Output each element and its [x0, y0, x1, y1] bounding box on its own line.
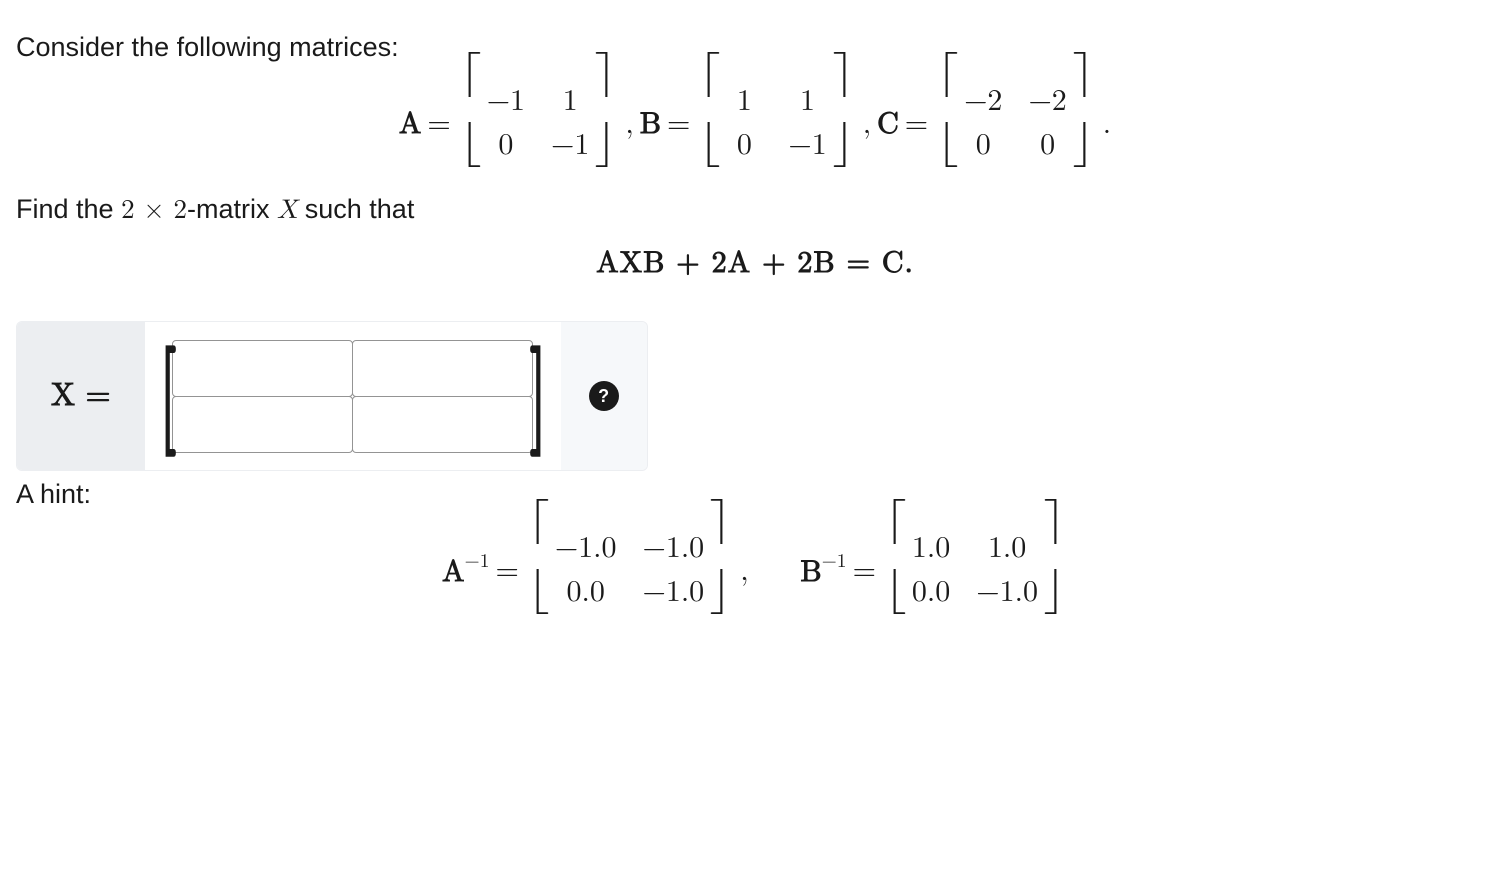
equals-sign: = — [905, 106, 928, 142]
equals-sign: = — [427, 106, 450, 142]
matrix-c: ⎡⎣ −2 −2 0 0 ⎤⎦ — [936, 81, 1095, 166]
answer-cell-1-1[interactable] — [352, 396, 533, 453]
right-bracket-icon: ] — [529, 350, 546, 442]
left-bracket-icon: [ — [159, 350, 176, 442]
matrix-binv-cell: 1.0 — [912, 530, 950, 568]
matrix-ainv-label: A — [442, 557, 465, 587]
answer-region: X = [ ] ? — [16, 321, 648, 471]
matrix-c-cell: −2 — [1028, 83, 1066, 121]
matrix-binv-label: B — [800, 557, 821, 587]
find-text: Find the 2 × 2-matrix X such that — [16, 194, 1494, 227]
matrix-a-cell: 1 — [551, 83, 589, 121]
matrix-c-cell: −2 — [964, 83, 1002, 121]
matrix-ainv: ⎡⎣ −1.0 −1.0 0.0 −1.0 ⎤⎦ — [527, 528, 732, 613]
comma: , — [740, 553, 748, 589]
matrix-c-cell: 0 — [964, 127, 1002, 165]
matrix-binv-exp: −1 — [822, 551, 847, 571]
comma: , — [625, 106, 633, 142]
matrix-ainv-cell: −1.0 — [643, 530, 705, 568]
answer-cell-0-0[interactable] — [172, 340, 353, 397]
answer-matrix: [ ] — [145, 322, 561, 470]
matrix-ainv-cell: 0.0 — [555, 574, 617, 612]
matrix-binv-cell: 1.0 — [976, 530, 1038, 568]
matrix-b-cell: −1 — [788, 127, 826, 165]
hint-button[interactable]: ? — [589, 381, 619, 411]
matrix-b-cell: 1 — [788, 83, 826, 121]
trailing-period: . — [1103, 106, 1111, 142]
matrix-ainv-cell: −1.0 — [643, 574, 705, 612]
matrix-b-label: B — [640, 106, 661, 142]
equals-sign: = — [667, 106, 690, 142]
matrix-ainv-cell: −1.0 — [555, 530, 617, 568]
answer-cell-0-1[interactable] — [352, 340, 533, 397]
matrix-binv-cell: −1.0 — [976, 574, 1038, 612]
matrix-a-cell: 0 — [487, 127, 525, 165]
hint-matrices: A−1 = ⎡⎣ −1.0 −1.0 0.0 −1.0 ⎤⎦ , B−1 = ⎡… — [16, 528, 1494, 613]
answer-label: X = — [17, 322, 145, 470]
equals-sign: = — [495, 553, 518, 589]
matrix-binv: ⎡⎣ 1.0 1.0 0.0 −1.0 ⎤⎦ — [884, 528, 1066, 613]
equation: AXB + 2A + 2B = C. — [16, 245, 1494, 281]
matrix-b: ⎡⎣ 1 1 0 −1 ⎤⎦ — [698, 81, 854, 166]
intro-text: Consider the following matrices: — [16, 32, 1494, 63]
comma: , — [863, 106, 871, 142]
matrix-b-cell: 0 — [726, 127, 762, 165]
matrix-a-label: A — [399, 106, 422, 142]
matrix-binv-cell: 0.0 — [912, 574, 950, 612]
hint-label: A hint: — [16, 479, 1494, 510]
matrix-a-cell: −1 — [487, 83, 525, 121]
matrix-b-cell: 1 — [726, 83, 762, 121]
matrices-definition: A = ⎡⎣ −1 1 0 −1 ⎤⎦ , B = ⎡⎣ 1 1 0 −1 ⎤⎦ — [16, 81, 1494, 166]
matrix-c-label: C — [877, 106, 899, 142]
matrix-c-cell: 0 — [1028, 127, 1066, 165]
matrix-a: ⎡⎣ −1 1 0 −1 ⎤⎦ — [459, 81, 618, 166]
matrix-ainv-exp: −1 — [465, 551, 490, 571]
matrix-a-cell: −1 — [551, 127, 589, 165]
answer-cell-1-0[interactable] — [172, 396, 353, 453]
equals-sign: = — [853, 553, 876, 589]
